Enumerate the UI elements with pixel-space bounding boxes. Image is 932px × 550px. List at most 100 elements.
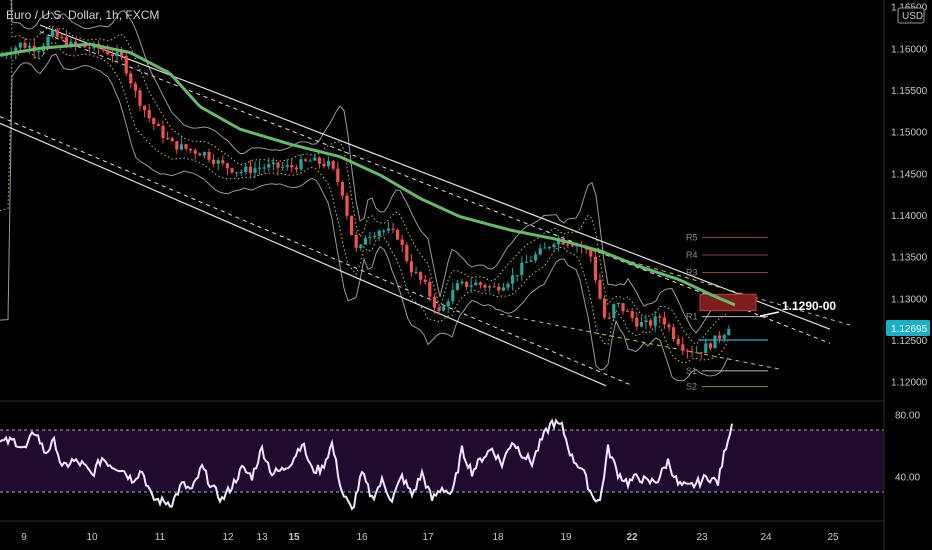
candle-body xyxy=(506,283,510,288)
candle-body xyxy=(276,162,280,168)
candle-body xyxy=(101,48,105,51)
candle-body xyxy=(626,311,630,313)
time-tick-label: 16 xyxy=(356,532,368,543)
candle-body xyxy=(106,50,110,55)
candle-body xyxy=(331,160,335,169)
current-price-badge xyxy=(886,320,930,336)
candle-body xyxy=(552,244,556,248)
candle-body xyxy=(442,306,446,311)
candle-body xyxy=(469,285,473,287)
pivot-levels: R5 R4 R3 R1 S1 S2 xyxy=(686,233,768,392)
candle-body xyxy=(566,244,570,246)
candle-body xyxy=(630,311,634,318)
candle-body xyxy=(299,159,303,170)
candle-body xyxy=(64,37,68,47)
candle-body xyxy=(143,105,147,111)
candle-body xyxy=(428,281,432,297)
candle-body xyxy=(603,298,607,318)
candle-body xyxy=(147,110,151,119)
candle-body xyxy=(621,302,625,312)
price-tick-label: 1.14000 xyxy=(891,211,928,222)
candle-body xyxy=(547,247,551,249)
candle-body xyxy=(377,230,381,236)
current-price-label: 1.12695 xyxy=(891,324,928,335)
candle-body xyxy=(667,324,671,328)
candle-body xyxy=(653,316,657,326)
candle-body xyxy=(386,228,390,231)
candle-body xyxy=(543,247,547,249)
candle-body xyxy=(207,152,211,160)
candle-body xyxy=(230,168,234,173)
candle-body xyxy=(83,45,87,48)
upper-band xyxy=(11,0,729,334)
candle-body xyxy=(129,73,133,84)
candle-body xyxy=(474,282,478,286)
candle-body xyxy=(120,51,124,56)
candle-body xyxy=(423,279,427,282)
pivot-label-s2: S2 xyxy=(686,382,697,392)
candle-body xyxy=(524,261,528,263)
time-tick-label: 9 xyxy=(21,532,27,543)
time-tick-label: 18 xyxy=(492,532,504,543)
candle-body xyxy=(74,41,78,46)
time-tick-label: 23 xyxy=(696,532,708,543)
candle-body xyxy=(520,262,524,276)
trend-channels xyxy=(0,24,851,387)
candle-body xyxy=(465,281,469,287)
candle-body xyxy=(483,285,487,288)
candle-body xyxy=(681,344,685,351)
candle-body xyxy=(235,172,239,174)
candle-body xyxy=(340,182,344,196)
candle-body xyxy=(396,229,400,240)
candle-body xyxy=(391,228,395,230)
currency-label: USD xyxy=(902,11,923,22)
candle-body xyxy=(271,162,275,165)
time-tick-label: 11 xyxy=(155,532,166,543)
currency-badge[interactable] xyxy=(897,7,925,24)
time-tick-label: 10 xyxy=(86,532,98,543)
candle-body xyxy=(239,171,243,173)
candle-body xyxy=(354,234,358,248)
candle-body xyxy=(713,335,717,349)
candle-body xyxy=(460,281,464,284)
candle-body xyxy=(570,245,574,247)
candle-body xyxy=(488,286,492,288)
candle-body xyxy=(708,343,712,349)
candle-body xyxy=(529,260,533,262)
candle-body xyxy=(285,165,289,167)
rsi-axis[interactable]: 80.00 40.00 xyxy=(895,410,920,483)
candle-body xyxy=(359,244,363,248)
candle-body xyxy=(511,275,515,284)
candle-body xyxy=(409,261,413,273)
candle-body xyxy=(373,235,377,238)
candle-body xyxy=(87,47,91,49)
candle-body xyxy=(313,157,317,161)
candle-body xyxy=(658,316,662,318)
candle-body xyxy=(115,51,119,57)
time-axis[interactable]: 9 10 11 12 13 15 16 17 18 19 22 23 24 25 xyxy=(21,532,839,543)
candle-body xyxy=(23,42,27,48)
candle-body xyxy=(110,54,114,57)
upper-channel-midline xyxy=(39,31,831,344)
candle-body xyxy=(166,137,170,139)
resistance-annotation: 1.1290-00 xyxy=(782,299,836,313)
candle-body xyxy=(616,302,620,305)
candle-body xyxy=(51,30,55,37)
candle-body xyxy=(612,304,616,319)
wedge-upper-line xyxy=(584,247,851,326)
candle-body xyxy=(662,317,666,325)
rsi-pane[interactable] xyxy=(0,418,733,511)
candle-body xyxy=(322,163,326,167)
price-tick-label: 1.12500 xyxy=(891,336,928,347)
candle-body xyxy=(649,320,653,326)
candle-body xyxy=(368,237,372,239)
candle-body xyxy=(225,163,229,169)
pivot-label-r1: R1 xyxy=(686,312,698,322)
candle-body xyxy=(400,239,404,245)
time-tick-label: 12 xyxy=(222,532,234,543)
candle-body xyxy=(244,166,248,172)
price-pane[interactable]: R5 R4 R3 R1 S1 S2 1.1290-00 xyxy=(0,0,851,392)
candle-body xyxy=(695,352,699,354)
chart-title: Euro / U.S. Dollar, 1h, FXCM xyxy=(6,8,160,22)
candle-body xyxy=(727,329,731,336)
